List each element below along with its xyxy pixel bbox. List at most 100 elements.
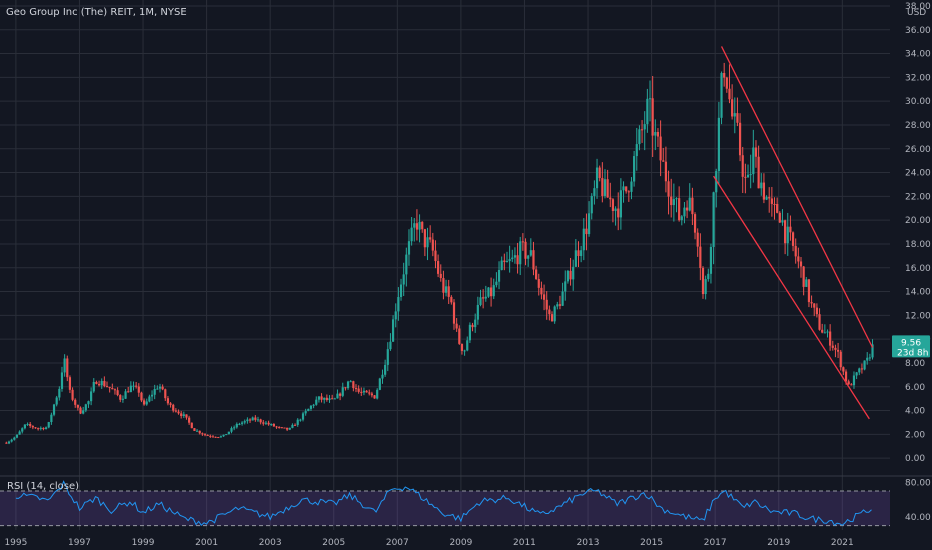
candle-body	[611, 199, 615, 211]
candle-body	[627, 191, 630, 193]
candle-body	[341, 387, 344, 396]
candle-body	[349, 381, 352, 383]
rsi-legend-label: RSI (14, close)	[7, 481, 79, 492]
candle-body	[746, 174, 750, 178]
candle-body	[315, 399, 318, 405]
last-price-countdown: 23d 8h	[897, 348, 928, 358]
candle-body	[619, 190, 622, 218]
candle-body	[842, 367, 845, 372]
candle-body	[423, 229, 426, 248]
candle-body	[535, 269, 538, 280]
candle-body	[450, 296, 453, 303]
candle-body	[243, 421, 246, 423]
candle-body	[696, 232, 699, 247]
candle-body	[79, 407, 82, 414]
candle-body	[482, 297, 485, 299]
candle-body	[601, 178, 604, 196]
candle-body	[145, 401, 148, 405]
candle-body	[370, 393, 373, 396]
candle-body	[241, 422, 244, 424]
candle-body	[487, 287, 490, 297]
candle-body	[680, 216, 683, 221]
candle-body	[270, 423, 273, 425]
candle-body	[150, 394, 154, 397]
candle-body	[421, 221, 424, 230]
candle-body	[137, 386, 140, 393]
candle-body	[484, 296, 487, 299]
candle-body	[773, 203, 776, 205]
candle-body	[786, 226, 789, 244]
candle-body	[254, 417, 257, 420]
candle-body	[399, 284, 403, 298]
candle-body	[444, 286, 448, 293]
candle-body	[508, 259, 511, 262]
candle-body	[238, 423, 241, 425]
candle-body	[124, 391, 127, 399]
candle-body	[317, 396, 321, 400]
candle-body	[336, 393, 339, 399]
candle-body	[802, 266, 805, 287]
candle-body	[640, 129, 644, 131]
candle-body	[296, 419, 299, 425]
candle-body	[797, 256, 800, 262]
rsi-axis[interactable]: 40.00 80.00	[905, 478, 931, 523]
candle-body	[158, 386, 162, 389]
candle-body	[256, 419, 260, 421]
trend-channel[interactable]	[713, 46, 874, 420]
candle-body	[132, 385, 135, 387]
candle-body	[847, 381, 850, 385]
candle-body	[331, 398, 334, 400]
candle-body	[153, 389, 156, 395]
candle-body	[757, 156, 760, 189]
time-axis[interactable]: 1995 1997 1999 2001 2003 2005 2007 2009 2011 2013…	[4, 538, 853, 548]
candle-body	[455, 323, 458, 329]
candle-body	[558, 304, 562, 306]
candle-body	[492, 285, 495, 297]
price-tick-label: 26.00	[905, 145, 931, 155]
rsi-band-fill	[0, 491, 890, 526]
candle-body	[286, 427, 289, 430]
time-tick-label: 2019	[767, 538, 790, 548]
candle-body	[585, 228, 588, 235]
chart-title: Geo Group Inc (The) REIT, 1M, NYSE	[6, 7, 187, 18]
candle-body	[389, 341, 392, 350]
candle-body	[810, 302, 813, 304]
candle-body	[524, 241, 527, 259]
candle-body	[87, 401, 90, 405]
candle-body	[768, 197, 771, 199]
candle-body	[630, 181, 633, 192]
candle-body	[352, 381, 355, 389]
candles	[5, 62, 874, 445]
candle-body	[68, 377, 72, 390]
candle-body	[418, 221, 421, 230]
rsi-tick-label: 80.00	[905, 478, 931, 488]
candle-body	[474, 319, 477, 328]
candle-body	[76, 404, 79, 408]
candle-body	[635, 144, 638, 157]
candle-body	[344, 387, 347, 389]
candle-body	[34, 427, 37, 429]
candle-body	[217, 437, 220, 439]
candle-body	[818, 314, 821, 330]
candle-body	[701, 267, 705, 295]
time-tick-label: 2007	[386, 538, 409, 548]
candle-body	[320, 396, 323, 400]
candle-body	[235, 423, 238, 428]
candle-body	[770, 198, 773, 204]
candle-body	[603, 179, 607, 196]
candle-body	[15, 434, 19, 438]
candle-body	[577, 250, 580, 257]
candle-body	[527, 255, 530, 259]
candle-body	[728, 88, 731, 100]
candle-body	[21, 428, 24, 432]
grid	[0, 0, 890, 530]
candle-body	[781, 220, 784, 223]
candle-body	[362, 390, 366, 393]
candle-body	[725, 77, 728, 89]
candle-body	[540, 287, 543, 295]
candle-body	[513, 255, 517, 258]
candle-body	[656, 132, 660, 137]
